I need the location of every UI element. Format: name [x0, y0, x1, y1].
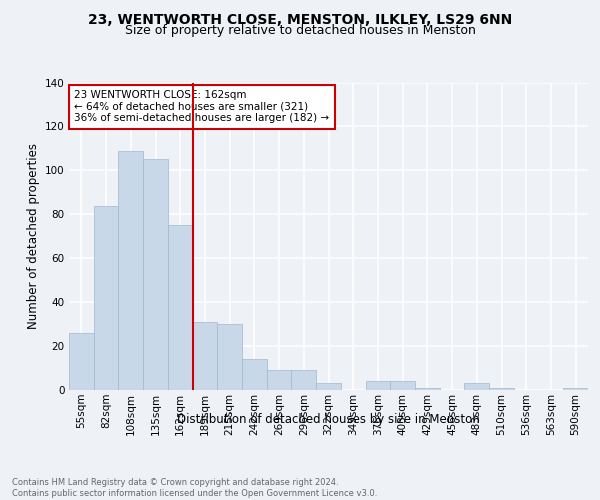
Bar	[217, 324, 242, 390]
Bar	[69, 333, 94, 390]
Text: 23, WENTWORTH CLOSE, MENSTON, ILKLEY, LS29 6NN: 23, WENTWORTH CLOSE, MENSTON, ILKLEY, LS…	[88, 12, 512, 26]
Bar	[242, 359, 267, 390]
Bar	[193, 322, 217, 390]
Bar	[143, 160, 168, 390]
Bar	[94, 206, 118, 390]
Y-axis label: Number of detached properties: Number of detached properties	[26, 143, 40, 329]
Bar	[390, 381, 415, 390]
Text: Contains HM Land Registry data © Crown copyright and database right 2024.
Contai: Contains HM Land Registry data © Crown c…	[12, 478, 377, 498]
Text: Distribution of detached houses by size in Menston: Distribution of detached houses by size …	[178, 412, 480, 426]
Bar	[267, 370, 292, 390]
Bar	[464, 384, 489, 390]
Bar	[292, 370, 316, 390]
Bar	[316, 384, 341, 390]
Bar	[489, 388, 514, 390]
Bar	[415, 388, 440, 390]
Text: 23 WENTWORTH CLOSE: 162sqm
← 64% of detached houses are smaller (321)
36% of sem: 23 WENTWORTH CLOSE: 162sqm ← 64% of deta…	[74, 90, 329, 124]
Bar	[168, 226, 193, 390]
Text: Size of property relative to detached houses in Menston: Size of property relative to detached ho…	[125, 24, 475, 37]
Bar	[563, 388, 588, 390]
Bar	[365, 381, 390, 390]
Bar	[118, 150, 143, 390]
